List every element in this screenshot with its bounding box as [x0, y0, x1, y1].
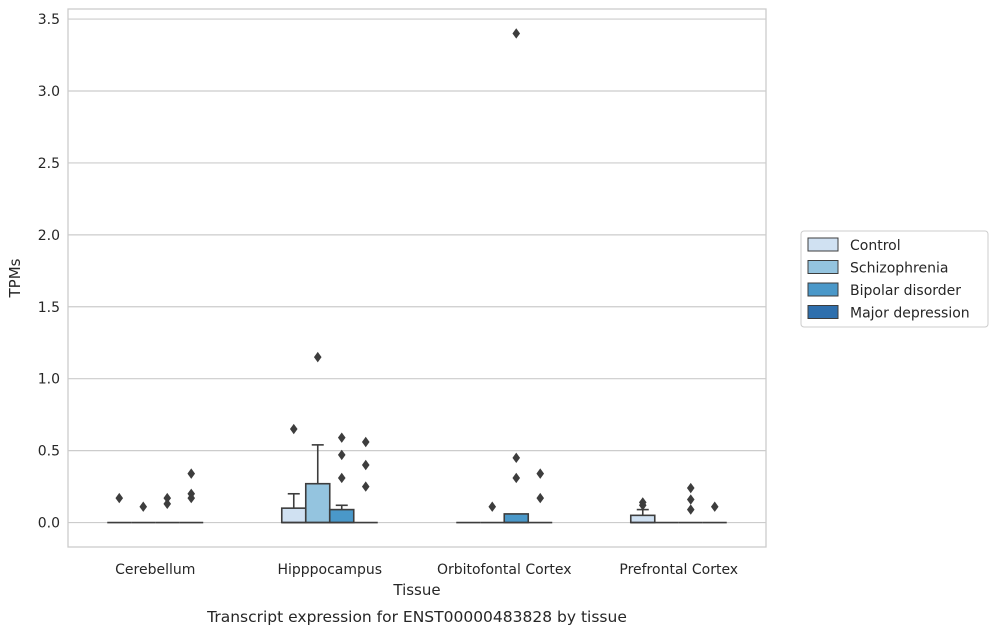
boxes — [107, 28, 727, 524]
x-tick-label: Prefrontal Cortex — [619, 562, 738, 578]
outlier-point — [536, 468, 545, 479]
outlier-point — [361, 481, 370, 492]
box-rect — [629, 514, 656, 524]
chart-caption: Transcript expression for ENST0000048382… — [206, 608, 627, 626]
box-group — [304, 351, 331, 524]
outlier-point — [512, 28, 521, 39]
legend-swatch — [807, 282, 839, 297]
outlier-point — [686, 494, 695, 505]
outlier-point — [337, 432, 346, 443]
y-tick-labels: 0.0 0.5 1.0 1.5 2.0 2.5 3.0 3.5 — [38, 12, 60, 531]
outlier-point — [187, 488, 196, 499]
outlier-point — [115, 492, 124, 504]
box-rect — [304, 482, 331, 524]
outlier-point — [163, 498, 172, 510]
box-group — [503, 28, 530, 524]
outlier-point — [638, 497, 647, 508]
legend-frame — [800, 230, 989, 328]
box-group — [702, 501, 727, 524]
box-group — [480, 501, 505, 524]
legend: Control Schizophrenia Bipolar disorder Majo… — [800, 230, 989, 328]
outlier-point — [187, 468, 196, 479]
y-tick-label: 1.0 — [38, 372, 60, 388]
legend-item: Major depression — [807, 305, 970, 322]
box-group — [107, 492, 132, 524]
plot-area-background — [68, 9, 766, 547]
box-group — [155, 492, 180, 524]
outlier-point — [139, 501, 148, 512]
legend-swatch — [807, 260, 839, 274]
x-axis-label: Tissue — [392, 581, 440, 599]
x-tick-label: Orbitofontal Cortex — [437, 562, 572, 578]
outlier-point — [488, 501, 497, 512]
outlier-point — [361, 436, 370, 448]
legend-swatch — [807, 305, 839, 319]
box-group — [328, 432, 355, 524]
outlier-point — [512, 472, 521, 484]
y-tick-label: 2.0 — [38, 228, 60, 244]
y-axis-label: TPMs — [6, 258, 24, 298]
gridlines — [68, 18, 766, 524]
box-group — [131, 501, 156, 524]
legend-label: Schizophrenia — [850, 261, 948, 277]
box-rect — [503, 513, 530, 524]
box-rect — [280, 507, 307, 524]
y-tick-label: 3.0 — [38, 84, 60, 100]
legend-item: Schizophrenia — [807, 260, 948, 277]
y-tick-label: 3.5 — [38, 12, 60, 28]
box-group — [629, 497, 656, 524]
outlier-point — [163, 492, 172, 504]
box-rect — [328, 508, 355, 524]
outlier-point — [512, 452, 521, 464]
legend-label: Bipolar disorder — [850, 283, 961, 299]
box-group — [678, 482, 703, 524]
outlier-point — [686, 482, 695, 494]
y-tick-label: 1.5 — [38, 300, 60, 316]
y-tick-label: 0.5 — [38, 444, 60, 460]
x-tick-label: Cerebellum — [115, 562, 195, 578]
outlier-point — [313, 351, 322, 363]
y-tick-label: 0.0 — [38, 516, 60, 532]
legend-item: Control — [807, 237, 901, 254]
legend-label: Major depression — [850, 306, 970, 322]
outlier-point — [289, 423, 298, 435]
outlier-point — [710, 501, 719, 512]
y-tick-label: 2.5 — [38, 156, 60, 172]
outlier-point — [536, 492, 545, 504]
legend-swatch — [807, 237, 839, 252]
box-group — [353, 436, 378, 524]
box-group — [528, 468, 553, 524]
legend-item: Bipolar disorder — [807, 282, 961, 299]
outlier-point — [686, 504, 695, 515]
x-tick-labels: Cerebellum Hipppocampus Orbitofontal Corte… — [115, 562, 738, 578]
outlier-point — [337, 472, 346, 484]
outlier-point — [361, 459, 370, 471]
plot-area-frame — [67, 8, 767, 548]
outlier-point — [337, 449, 346, 461]
box-group — [179, 468, 204, 524]
x-tick-label: Hipppocampus — [277, 562, 382, 578]
legend-label: Control — [850, 238, 901, 254]
